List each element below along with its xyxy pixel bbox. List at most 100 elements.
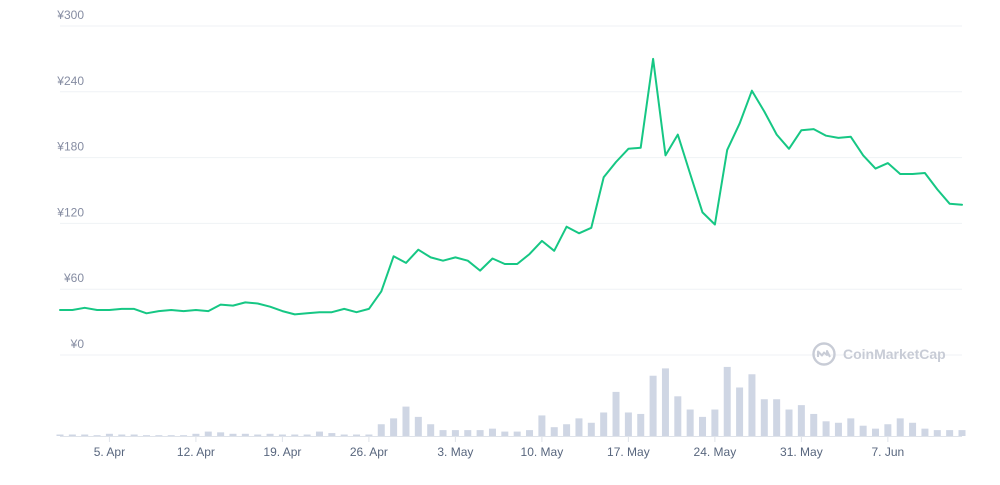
coinmarketcap-logo-icon: [812, 342, 836, 366]
volume-bar: [600, 412, 608, 436]
volume-bar: [736, 387, 744, 436]
volume-bar: [464, 430, 472, 436]
price-point: [492, 258, 493, 259]
x-tick-label: 24. May: [694, 445, 737, 459]
price-point: [628, 148, 629, 149]
price-point: [702, 212, 703, 213]
volume-bar: [56, 434, 64, 436]
y-tick-label: ¥180: [56, 140, 84, 154]
price-point: [739, 123, 740, 124]
volume-bar: [439, 430, 447, 436]
y-tick-label: ¥240: [56, 74, 84, 88]
price-point: [517, 263, 518, 264]
x-tick-label: 31. May: [780, 445, 823, 459]
volume-bars: [56, 366, 966, 436]
price-point: [257, 303, 258, 304]
price-point: [158, 311, 159, 312]
volume-bar: [118, 434, 126, 436]
volume-bar: [488, 428, 496, 436]
price-point: [443, 260, 444, 261]
price-point: [616, 161, 617, 162]
volume-bar: [254, 434, 262, 436]
x-tick-label: 5. Apr: [94, 445, 125, 459]
price-point: [813, 129, 814, 130]
price-point: [121, 308, 122, 309]
x-tick-label: 10. May: [521, 445, 564, 459]
volume-bar: [192, 433, 200, 436]
volume-bar: [575, 418, 583, 436]
volume-bar: [68, 434, 76, 436]
watermark-text: CoinMarketCap: [843, 346, 946, 362]
price-point: [455, 257, 456, 258]
price-point: [727, 149, 728, 150]
price-point: [912, 174, 913, 175]
price-point: [653, 58, 654, 59]
price-point: [307, 313, 308, 314]
price-line: [59, 57, 963, 316]
price-point: [405, 262, 406, 263]
price-point: [195, 310, 196, 311]
price-point: [924, 172, 925, 173]
y-tick-label: ¥120: [56, 205, 84, 219]
volume-bar: [291, 434, 299, 436]
price-point: [875, 168, 876, 169]
price-point: [826, 135, 827, 136]
x-tick-label: 26. Apr: [350, 445, 388, 459]
price-point: [319, 312, 320, 313]
price-point: [208, 311, 209, 312]
price-point: [84, 307, 85, 308]
price-point: [232, 305, 233, 306]
volume-bar: [624, 412, 632, 436]
price-point: [245, 302, 246, 303]
volume-bar: [229, 433, 237, 436]
price-point: [430, 257, 431, 258]
volume-bar: [946, 430, 954, 436]
price-point: [529, 254, 530, 255]
y-tick-label: ¥0: [70, 337, 85, 351]
price-point: [60, 310, 61, 311]
price-point: [356, 312, 357, 313]
x-tick-label: 17. May: [607, 445, 650, 459]
price-point: [949, 203, 950, 204]
volume-bar: [785, 409, 793, 436]
volume-bar: [884, 424, 892, 436]
price-point: [789, 148, 790, 149]
price-point: [504, 263, 505, 264]
volume-bar: [674, 396, 682, 436]
volume-bar: [217, 432, 225, 436]
price-point: [838, 137, 839, 138]
volume-bar: [180, 435, 188, 436]
volume-bar: [526, 430, 534, 436]
price-point: [381, 291, 382, 292]
volume-bar: [711, 409, 719, 436]
price-point: [282, 311, 283, 312]
volume-bar: [501, 431, 509, 436]
volume-bar: [637, 413, 645, 436]
volume-bar: [538, 415, 546, 436]
price-point: [863, 155, 864, 156]
price-point: [171, 310, 172, 311]
price-point: [467, 260, 468, 261]
volume-bar: [563, 424, 571, 436]
volume-bar: [847, 418, 855, 436]
volume-bar: [390, 418, 398, 436]
price-point: [776, 134, 777, 135]
y-tick-label: ¥300: [56, 8, 84, 22]
volume-bar: [241, 433, 249, 436]
volume-bar: [167, 435, 175, 436]
volume-bar: [649, 375, 657, 436]
volume-bar: [859, 425, 867, 436]
volume-bar: [723, 366, 731, 436]
price-point: [591, 227, 592, 228]
volume-bar: [921, 428, 929, 436]
volume-bar: [872, 428, 880, 436]
price-point: [368, 308, 369, 309]
volume-bar: [686, 409, 694, 436]
volume-bar: [748, 374, 756, 436]
volume-bar: [834, 422, 842, 436]
x-tick-label: 3. May: [437, 445, 473, 459]
volume-bar: [958, 430, 966, 436]
volume-bar: [315, 431, 323, 436]
